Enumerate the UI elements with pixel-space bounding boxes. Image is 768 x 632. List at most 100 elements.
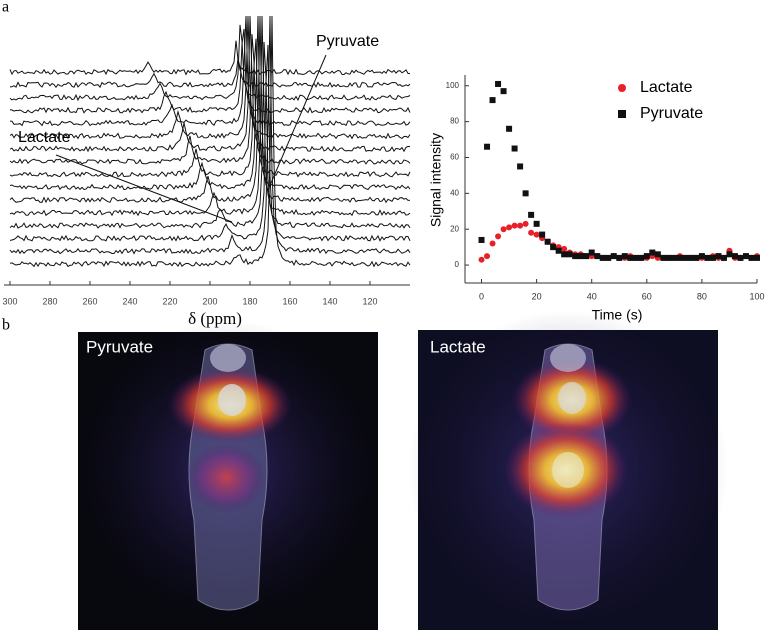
spectrum-trace — [9, 15, 411, 255]
x-tick-label: 180 — [242, 296, 257, 306]
data-point — [506, 224, 513, 231]
annotation: Lactate — [18, 129, 71, 146]
data-point — [511, 145, 518, 152]
panel-label: b — [2, 317, 10, 334]
annotation-leader — [267, 54, 327, 191]
x-tick-label: 240 — [122, 296, 137, 306]
spectrum-trace — [9, 15, 411, 217]
image-label: Lactate — [430, 337, 486, 356]
legend-label: Lactate — [640, 79, 693, 96]
mri-image: Lactate — [408, 310, 728, 630]
data-point — [495, 80, 502, 87]
data-point — [748, 254, 755, 261]
data-point — [484, 143, 491, 150]
data-point — [671, 254, 678, 261]
data-point — [709, 254, 716, 261]
x-tick-label: 280 — [42, 296, 57, 306]
data-point — [704, 254, 711, 261]
data-point — [495, 233, 502, 240]
data-point — [500, 226, 507, 233]
data-point — [533, 231, 540, 238]
spectrum-trace — [9, 41, 411, 229]
data-point — [638, 254, 645, 261]
image-label: Pyruvate — [86, 337, 153, 356]
data-point — [577, 253, 584, 260]
mri-image: Pyruvate — [78, 320, 378, 630]
x-tick-label: 260 — [82, 296, 97, 306]
y-tick-label: 20 — [450, 224, 459, 233]
spectrum-trace — [9, 24, 411, 102]
data-point — [489, 240, 496, 247]
data-point — [632, 254, 639, 261]
data-point — [489, 97, 496, 104]
data-point — [731, 253, 738, 260]
x-tick-label: 20 — [532, 291, 542, 301]
data-point — [599, 254, 606, 261]
spectrum-trace — [9, 28, 411, 114]
data-point — [550, 244, 557, 251]
data-point — [500, 88, 507, 95]
data-point — [676, 254, 683, 261]
data-point — [517, 163, 524, 170]
y-tick-label: 80 — [450, 117, 459, 126]
data-point — [687, 254, 694, 261]
data-point — [522, 190, 529, 197]
spectrum-trace — [9, 44, 411, 242]
y-tick-label: 60 — [450, 153, 459, 162]
data-point — [621, 253, 628, 260]
data-point — [720, 254, 727, 261]
data-point — [754, 254, 760, 261]
data-point — [528, 229, 535, 236]
data-point — [506, 125, 513, 132]
x-tick-label: 300 — [2, 296, 17, 306]
legend-label: Pyruvate — [640, 105, 703, 122]
data-point — [610, 253, 617, 260]
spectrum-trace — [9, 15, 411, 268]
panel-label: a — [2, 0, 9, 16]
data-point — [649, 249, 656, 256]
data-point — [742, 253, 749, 260]
annotation-leader — [55, 154, 233, 223]
spectrum-trace — [9, 15, 411, 127]
x-tick-label: 60 — [642, 291, 652, 301]
data-point — [544, 238, 551, 245]
data-point — [539, 231, 546, 238]
x-tick-label: 120 — [362, 296, 377, 306]
data-point — [616, 254, 623, 261]
spectrum-trace — [9, 38, 411, 178]
data-point — [511, 222, 518, 229]
data-point — [698, 253, 705, 260]
spectrum-trace — [9, 40, 411, 76]
data-point — [665, 254, 672, 261]
data-point — [478, 236, 485, 243]
y-tick-label: 0 — [455, 260, 460, 269]
data-point — [682, 254, 689, 261]
data-point — [528, 211, 535, 218]
data-point — [605, 254, 612, 261]
x-tick-label: 200 — [202, 296, 217, 306]
data-point — [517, 222, 524, 229]
y-tick-label: 100 — [446, 81, 460, 90]
data-point — [627, 254, 634, 261]
data-point — [737, 254, 744, 261]
data-point — [693, 254, 700, 261]
data-point — [715, 253, 722, 260]
data-point — [522, 220, 529, 227]
spectrum-trace — [9, 15, 411, 153]
spectrum-trace — [9, 58, 411, 89]
data-point — [660, 254, 667, 261]
x-tick-label: 220 — [162, 296, 177, 306]
data-point — [588, 249, 595, 256]
data-point — [533, 220, 540, 227]
data-point — [484, 253, 491, 260]
data-point — [561, 245, 568, 252]
y-tick-label: 40 — [450, 188, 459, 197]
x-tick-label: 140 — [322, 296, 337, 306]
x-tick-label: 40 — [587, 291, 597, 301]
spectrum-trace — [9, 15, 411, 140]
x-tick-label: 80 — [697, 291, 707, 301]
